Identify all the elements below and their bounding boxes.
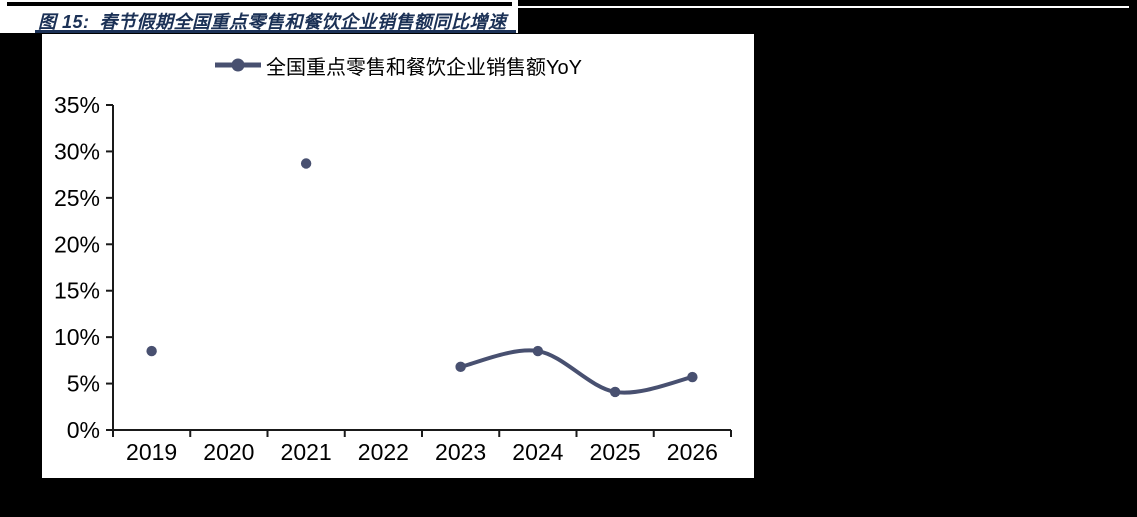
x-tick-label: 2026 (667, 439, 718, 465)
x-tick-label: 2019 (126, 439, 177, 465)
y-tick-label: 20% (54, 231, 100, 257)
x-tick-label: 2025 (590, 439, 641, 465)
y-tick-label: 30% (54, 138, 100, 164)
data-point-2021 (300, 158, 312, 169)
figure-title-text: 春节假期全国重点零售和餐饮企业销售额同比增速 (99, 12, 507, 32)
x-tick-label: 2022 (358, 439, 409, 465)
y-tick-label: 15% (54, 278, 100, 304)
y-tick-label: 5% (67, 371, 100, 397)
data-point-2023 (455, 361, 466, 373)
chart-svg: 0% 5% 10% 15% 20% 25% 30% 35% 2019 2020 2021 2022 20… (54, 92, 732, 465)
y-tick-label: 0% (67, 417, 100, 443)
x-tick-label: 2023 (435, 439, 486, 465)
legend-line-marker-icon (215, 58, 262, 72)
x-tick-label: 2024 (512, 439, 563, 465)
top-border-bar (7, 2, 512, 6)
x-tick-label: 2021 (281, 439, 332, 465)
data-point-2026 (687, 371, 698, 383)
data-point-2024 (532, 345, 544, 357)
figure-title-strip: 图 15: 春节假期全国重点零售和餐饮企业销售额同比增速 (0, 0, 518, 33)
data-point-2019 (146, 345, 157, 357)
chart-panel: 0% 5% 10% 15% 20% 25% 30% 35% 2019 2020 2021 2022 20… (42, 34, 754, 478)
y-tick-label: 25% (54, 185, 100, 211)
chart-legend: 全国重点零售和餐饮企业销售额YoY (42, 52, 754, 79)
data-point-2025 (609, 386, 621, 398)
legend-label: 全国重点零售和餐饮企业销售额YoY (266, 56, 582, 79)
figure-title: 图 15: 春节假期全国重点零售和餐饮企业销售额同比增速 (38, 8, 507, 34)
y-tick-label: 10% (54, 324, 100, 350)
series-line (458, 348, 695, 395)
x-tick-label: 2020 (203, 439, 254, 465)
y-tick-label: 35% (54, 92, 100, 118)
top-border-line-right (516, 6, 1129, 8)
figure-label: 图 15: (38, 12, 90, 32)
title-underline (35, 30, 516, 33)
